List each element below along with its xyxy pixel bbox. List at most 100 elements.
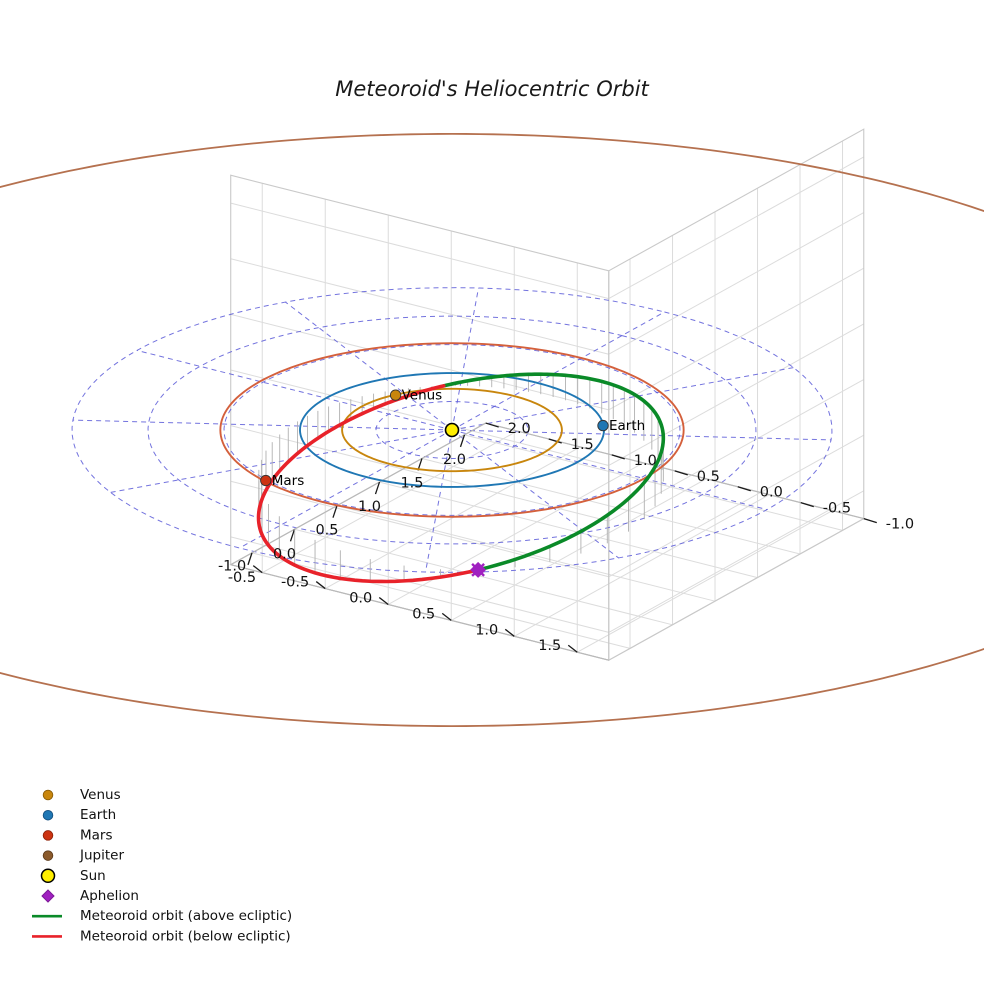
body-markers — [260, 389, 609, 578]
y-tick-mark — [252, 565, 263, 574]
z-tick-label: 0.5 — [697, 469, 720, 485]
floor-gridline-y — [577, 510, 833, 653]
wall-back-pane — [608, 128, 865, 662]
z-tick-label: 2.0 — [508, 421, 531, 437]
legend-swatch-marker — [42, 789, 54, 801]
legend-item-label[interactable]: Earth — [80, 807, 116, 823]
z-tick-mark — [674, 470, 688, 476]
y-tick-mark — [441, 612, 452, 621]
x-tick-mark — [374, 481, 381, 495]
marker-earth — [597, 419, 609, 432]
y-tick-mark — [315, 581, 326, 590]
floor-gridline-y — [451, 478, 707, 621]
marker-mars — [260, 474, 272, 487]
floor-gridline-y — [388, 462, 644, 605]
z-tick-label: -1.0 — [886, 517, 914, 533]
axes-panes — [229, 128, 866, 662]
z-tick-mark — [863, 517, 877, 524]
polar-spoke — [110, 429, 453, 493]
legend-item-label[interactable]: Meteoroid orbit (below ecliptic) — [80, 928, 291, 944]
z-tick-mark — [548, 438, 562, 444]
y-tick-mark — [504, 628, 515, 637]
y-axis-line — [230, 564, 609, 661]
page-title: Meteoroid's Heliocentric Orbit — [335, 77, 649, 101]
polar-spoke — [451, 287, 479, 431]
polar-spoke — [451, 311, 665, 431]
wall-back-gridline-h — [608, 323, 865, 466]
floor-gridline-y — [261, 430, 518, 574]
polar-grid — [71, 287, 833, 573]
label-mars: Mars — [272, 473, 305, 489]
y-tick-label: 1.5 — [538, 638, 561, 654]
floor-gridline-x — [379, 481, 758, 579]
z-tick-label: -0.5 — [823, 501, 851, 517]
legend-item-label[interactable]: Mars — [80, 827, 113, 843]
wall-left-gridline-h — [230, 369, 609, 466]
x-tick-label: 0.5 — [315, 523, 338, 539]
legend-item-label[interactable]: Jupiter — [79, 848, 124, 864]
ecliptic-stems — [258, 374, 664, 582]
y-tick-label: 0.5 — [412, 606, 435, 622]
floor-gridline-y — [325, 446, 581, 589]
y-tick-label: -0.5 — [281, 575, 309, 591]
legend-swatch-marker — [40, 868, 56, 884]
y-tick-label: 0.0 — [349, 590, 372, 606]
polar-spoke — [451, 429, 768, 511]
z-tick-label: 1.5 — [571, 437, 594, 453]
marker-sun — [444, 422, 460, 438]
polar-spoke — [285, 301, 453, 431]
wall-back-gridline-h — [608, 379, 865, 522]
x-tick-label: 1.0 — [358, 499, 381, 515]
x-tick-mark — [459, 434, 466, 448]
legend: Venus Earth Mars Jupiter Sun Aphelion Meteoroi… — [32, 787, 292, 944]
legend-item-label[interactable]: Meteoroid orbit (above ecliptic) — [80, 908, 292, 924]
legend-item-label[interactable]: Venus — [80, 787, 121, 803]
aphelion-marker — [470, 561, 487, 578]
legend-swatch-marker — [42, 809, 54, 821]
floor-gridline-x — [421, 457, 801, 555]
polar-spoke — [451, 367, 794, 431]
x-tick-label: 2.0 — [443, 452, 466, 468]
jupiter-orbit — [0, 133, 984, 727]
wall-left-gridline-h — [230, 425, 609, 522]
polar-spoke — [136, 349, 453, 431]
z-tick-label: 0.0 — [760, 485, 783, 501]
meteoroid-orbit — [256, 372, 666, 584]
floor-gridline-x — [336, 505, 716, 602]
polar-spoke — [451, 429, 832, 441]
tick-labels: 1.51.00.50.0-0.5-1.0-0.50.00.51.01.52.0-… — [218, 388, 914, 655]
label-venus: Venus — [402, 388, 443, 404]
z-tick-mark — [485, 422, 499, 428]
polar-circle — [147, 315, 757, 545]
y-tick-mark — [567, 644, 578, 653]
legend-swatch-diamond — [41, 889, 55, 903]
y-tick-label: -1.0 — [218, 559, 246, 575]
legend-swatch-marker — [42, 830, 54, 841]
floor-gridline-x — [294, 528, 673, 626]
wall-back-gridline-h — [608, 490, 865, 633]
y-tick-label: 1.0 — [475, 622, 498, 638]
wall-left-gridline-h — [230, 202, 609, 300]
polar-spoke — [239, 429, 453, 549]
x-tick-mark — [289, 529, 296, 542]
wall-back-gridline-h — [608, 212, 865, 355]
wall-left-gridline-h — [230, 536, 609, 633]
orbit-jupiter — [0, 133, 984, 727]
x-axis-line — [230, 422, 487, 566]
wall-left-gridline-h — [230, 258, 609, 355]
orbit-mars — [219, 342, 685, 518]
x-tick-label: 1.5 — [400, 475, 423, 491]
axis-lines-ticks — [230, 422, 877, 661]
y-tick-mark — [378, 596, 389, 605]
legend-item-label[interactable]: Sun — [80, 868, 106, 884]
polar-spoke — [451, 429, 619, 559]
x-tick-label: -0.5 — [228, 570, 256, 586]
meteoroid-arc-above — [441, 372, 666, 572]
legend-item-label[interactable]: Aphelion — [80, 888, 139, 904]
orbit-earth — [299, 372, 605, 488]
floor-gridline-x — [464, 434, 843, 531]
polar-spoke — [425, 429, 453, 573]
orbit-venus — [341, 387, 563, 473]
